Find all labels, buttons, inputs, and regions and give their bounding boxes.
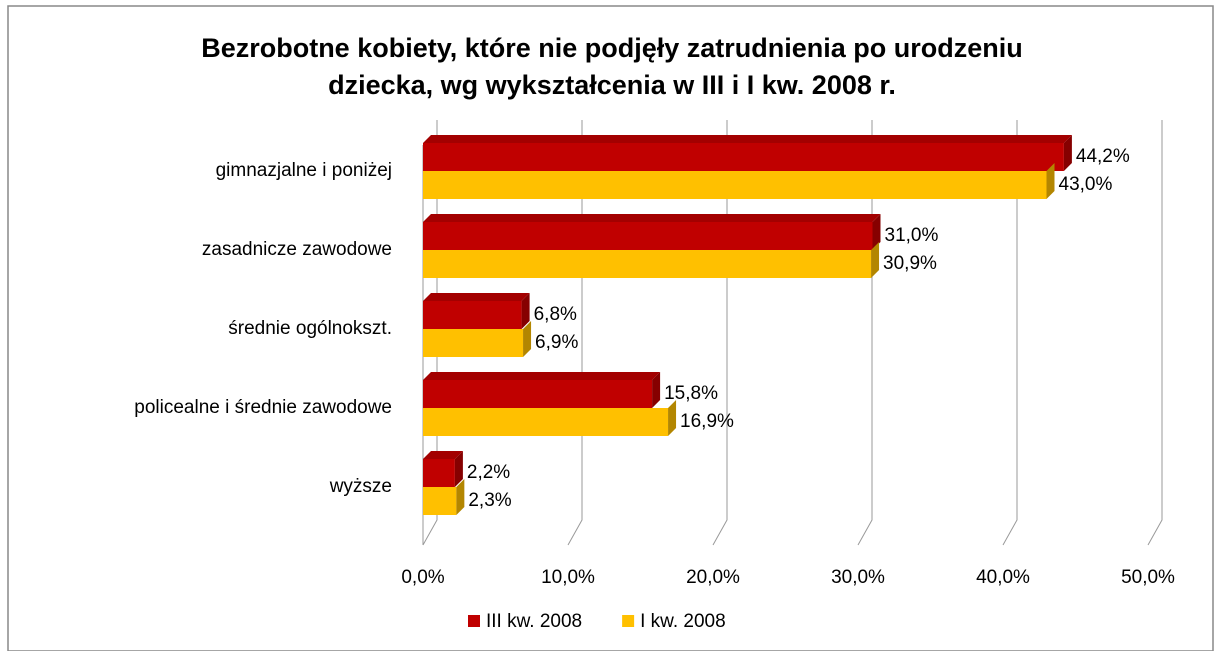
bar [423,459,455,487]
bar-side [871,242,880,278]
bar [423,329,524,357]
bar [423,250,872,278]
bar-side [1063,135,1072,171]
value-label: 15,8% [664,383,718,404]
x-tick-label: 10,0% [541,567,595,588]
x-tick-label: 30,0% [831,567,885,588]
bar-side [652,372,661,408]
bar-side [456,479,465,515]
chart-border [7,5,1214,651]
bar-side [668,400,677,436]
bar-top [423,293,530,301]
bar [423,487,457,515]
x-tick-label: 0,0% [401,567,444,588]
bar [423,143,1064,171]
chart-title: Bezrobotne kobiety, które nie podjęły za… [201,33,1023,63]
y-tick-label: średnie ogólnokszt. [228,318,392,339]
value-label: 44,2% [1076,146,1130,167]
grid-line [1002,120,1018,546]
y-tick-label: gimnazjalne i poniżej [216,160,392,181]
bar-side [454,451,463,487]
value-label: 31,0% [885,225,939,246]
bar [423,380,653,408]
bar-top [423,372,661,380]
bar [423,222,873,250]
x-tick-label: 50,0% [1121,567,1175,588]
legend-label: III kw. 2008 [486,611,582,632]
legend-swatch [468,615,480,627]
grid-line [1147,120,1163,546]
value-label: 6,8% [534,304,577,325]
legend-label: I kw. 2008 [640,611,726,632]
value-label: 16,9% [680,411,734,432]
y-tick-label: zasadnicze zawodowe [202,239,392,260]
chart-title: dziecka, wg wykształcenia w III i I kw. … [328,70,896,100]
value-label: 43,0% [1059,174,1113,195]
legend-swatch [622,615,635,627]
value-label: 2,3% [468,490,511,511]
y-tick-label: policealne i średnie zawodowe [134,397,392,418]
value-label: 2,2% [467,462,510,483]
bar [423,301,522,329]
bar [423,408,669,436]
bar-top [423,214,881,222]
bar [423,171,1047,199]
bar-side [521,293,530,329]
x-tick-label: 20,0% [686,567,740,588]
value-label: 30,9% [883,253,937,274]
x-tick-label: 40,0% [976,567,1030,588]
y-tick-label: wyższe [329,476,392,497]
value-label: 6,9% [535,332,578,353]
bar-top [423,135,1072,143]
bar-top [423,451,463,459]
bar-side [872,214,881,250]
bar-side [523,321,532,357]
bar-side [1046,163,1055,199]
